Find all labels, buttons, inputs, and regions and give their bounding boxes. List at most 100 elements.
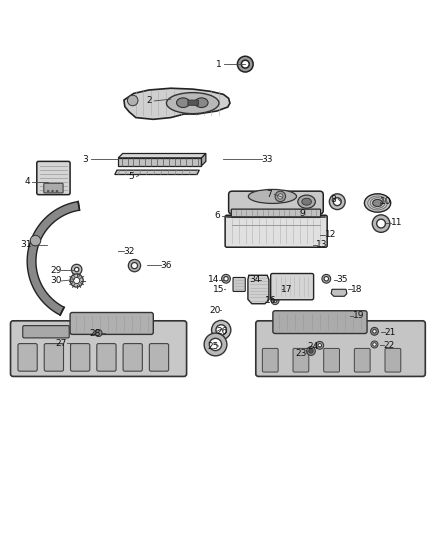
FancyBboxPatch shape (256, 321, 425, 376)
Text: 8: 8 (330, 195, 336, 204)
Circle shape (209, 338, 222, 351)
Text: 24: 24 (307, 342, 319, 351)
Text: 29: 29 (50, 265, 62, 274)
Text: 7: 7 (266, 190, 272, 199)
Text: 22: 22 (383, 341, 395, 350)
Circle shape (271, 297, 279, 304)
Polygon shape (118, 158, 201, 166)
Circle shape (373, 343, 376, 346)
Circle shape (329, 194, 345, 209)
Circle shape (222, 274, 230, 283)
FancyBboxPatch shape (11, 321, 187, 376)
Text: 32: 32 (124, 247, 135, 256)
Text: 10: 10 (380, 197, 391, 206)
Circle shape (71, 264, 82, 275)
Text: 17: 17 (281, 285, 293, 294)
Text: 16: 16 (265, 296, 276, 305)
FancyBboxPatch shape (123, 344, 142, 371)
Text: 15: 15 (213, 285, 225, 294)
Circle shape (372, 215, 390, 232)
Text: 5: 5 (128, 172, 134, 181)
FancyBboxPatch shape (44, 344, 64, 371)
Circle shape (127, 95, 138, 106)
Text: 14: 14 (208, 275, 219, 284)
Circle shape (371, 327, 378, 335)
FancyBboxPatch shape (231, 209, 321, 217)
Text: 1: 1 (216, 60, 222, 69)
Text: 6: 6 (214, 211, 220, 220)
Circle shape (322, 274, 331, 283)
Circle shape (224, 277, 228, 281)
Circle shape (316, 342, 324, 349)
Circle shape (204, 333, 227, 356)
Text: 13: 13 (316, 240, 328, 249)
Circle shape (56, 190, 58, 192)
Circle shape (324, 277, 328, 281)
Ellipse shape (166, 93, 219, 114)
FancyBboxPatch shape (354, 349, 370, 372)
FancyBboxPatch shape (225, 215, 327, 247)
Text: 2: 2 (146, 96, 152, 106)
Polygon shape (248, 275, 269, 304)
Text: 4: 4 (25, 177, 30, 187)
Circle shape (275, 191, 286, 201)
Circle shape (47, 190, 49, 192)
Text: 34: 34 (250, 275, 261, 284)
Text: 25: 25 (208, 342, 219, 351)
Circle shape (347, 313, 351, 317)
Circle shape (371, 341, 378, 348)
FancyBboxPatch shape (385, 349, 401, 372)
Circle shape (128, 260, 141, 272)
Text: 31: 31 (21, 240, 32, 249)
Polygon shape (118, 154, 206, 158)
Polygon shape (331, 289, 347, 296)
Polygon shape (201, 154, 206, 166)
Ellipse shape (364, 194, 391, 212)
Ellipse shape (248, 189, 297, 204)
Circle shape (131, 263, 138, 269)
FancyBboxPatch shape (229, 191, 323, 214)
Text: 21: 21 (384, 328, 396, 337)
Polygon shape (115, 170, 199, 174)
Ellipse shape (373, 199, 382, 206)
FancyBboxPatch shape (149, 344, 169, 371)
FancyBboxPatch shape (18, 344, 37, 371)
Text: 26: 26 (216, 327, 228, 336)
Text: 23: 23 (296, 349, 307, 358)
Circle shape (377, 219, 385, 228)
Circle shape (318, 344, 321, 347)
Text: 19: 19 (353, 311, 364, 320)
Circle shape (333, 198, 341, 206)
Polygon shape (124, 88, 230, 119)
FancyBboxPatch shape (71, 344, 90, 371)
Ellipse shape (298, 195, 315, 208)
Circle shape (95, 329, 102, 336)
Text: 36: 36 (161, 261, 172, 270)
Text: 3: 3 (82, 155, 88, 164)
Circle shape (309, 349, 313, 353)
FancyBboxPatch shape (273, 311, 367, 334)
Text: 12: 12 (325, 230, 336, 239)
FancyBboxPatch shape (97, 344, 116, 371)
Circle shape (51, 190, 54, 192)
Circle shape (373, 329, 376, 333)
Text: 35: 35 (337, 275, 348, 284)
Circle shape (74, 278, 80, 284)
Circle shape (345, 311, 353, 319)
Circle shape (241, 60, 249, 68)
FancyBboxPatch shape (271, 273, 314, 300)
FancyBboxPatch shape (262, 349, 278, 372)
Text: 33: 33 (261, 155, 273, 164)
Text: 9: 9 (299, 208, 305, 217)
Ellipse shape (177, 98, 190, 108)
Text: 20: 20 (209, 306, 220, 315)
Ellipse shape (302, 198, 311, 205)
Circle shape (237, 56, 253, 72)
Circle shape (70, 274, 83, 287)
FancyBboxPatch shape (324, 349, 339, 372)
Circle shape (216, 325, 226, 335)
Circle shape (307, 346, 315, 356)
Polygon shape (27, 201, 80, 315)
FancyBboxPatch shape (37, 161, 70, 195)
Ellipse shape (195, 98, 208, 108)
